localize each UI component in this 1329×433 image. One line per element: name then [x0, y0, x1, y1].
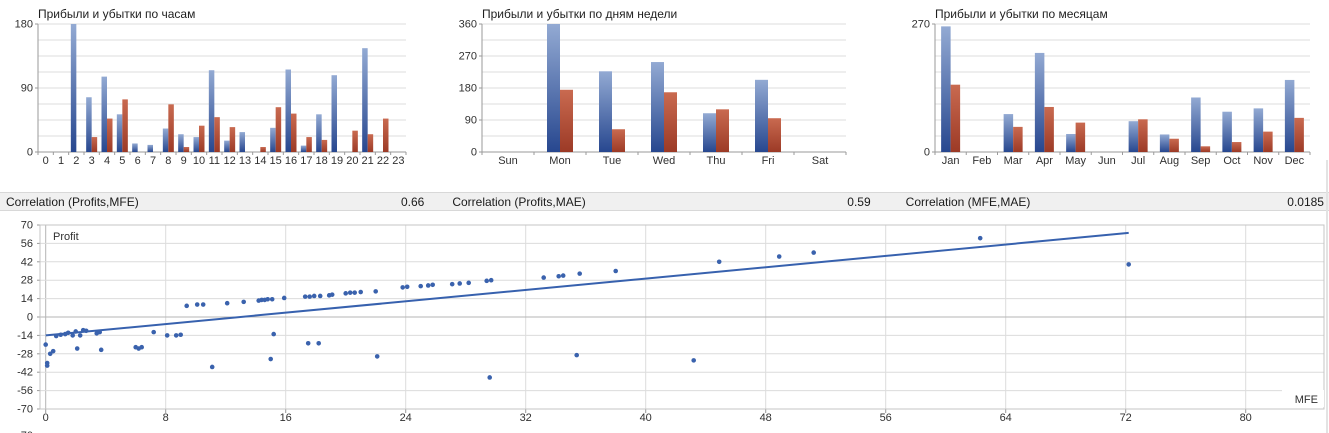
svg-text:Apr: Apr [1036, 155, 1053, 167]
svg-text:10: 10 [193, 155, 205, 167]
correlation-label: Correlation (MFE,MAE) [905, 194, 1031, 209]
svg-text:8: 8 [165, 155, 171, 167]
svg-text:9: 9 [181, 155, 187, 167]
svg-text:Wed: Wed [653, 155, 675, 167]
chart-title-months: Прибыли и убытки по месяцам [935, 7, 1108, 21]
svg-text:-56: -56 [17, 385, 33, 397]
svg-text:11: 11 [209, 155, 220, 167]
svg-text:270: 270 [912, 19, 930, 31]
svg-text:0: 0 [27, 147, 33, 159]
svg-text:Nov: Nov [1253, 155, 1273, 167]
svg-text:14: 14 [254, 155, 266, 167]
svg-text:Jul: Jul [1131, 155, 1145, 167]
svg-text:Dec: Dec [1285, 155, 1305, 167]
svg-text:270: 270 [459, 51, 477, 63]
svg-text:16: 16 [285, 155, 297, 167]
bar-chart-by-months: 0 270 Jan Feb Mar Apr May Jun Jul Aug Sep Oct Nov Dec [886, 0, 1329, 170]
svg-text:Aug: Aug [1160, 155, 1180, 167]
svg-text:180: 180 [15, 19, 33, 31]
svg-text:23: 23 [392, 155, 404, 167]
svg-text:90: 90 [465, 115, 477, 127]
svg-text:28: 28 [21, 275, 33, 287]
chart-title-hours: Прибыли и убытки по часам [38, 7, 196, 21]
svg-text:Mon: Mon [549, 155, 570, 167]
svg-text:0: 0 [43, 155, 49, 167]
svg-text:15: 15 [270, 155, 282, 167]
bar-chart-by-weekdays: 0 90 180 270 360 Sun Mon Tue Wed Thu Fri Sat [443, 0, 886, 170]
svg-text:8: 8 [163, 412, 169, 424]
svg-text:32: 32 [520, 412, 532, 424]
svg-text:80: 80 [1240, 412, 1252, 424]
svg-text:22: 22 [377, 155, 389, 167]
svg-text:5: 5 [119, 155, 125, 167]
correlation-label: Correlation (Profits,MFE) [6, 194, 139, 209]
svg-text:24: 24 [400, 412, 412, 424]
svg-text:Jan: Jan [942, 155, 960, 167]
svg-text:13: 13 [239, 155, 251, 167]
svg-text:May: May [1065, 155, 1086, 167]
svg-text:Tue: Tue [603, 155, 622, 167]
correlation-value: 0.0185 [1287, 194, 1324, 209]
bar-chart-by-hours: 0 90 180 0 1 2 3 4 5 6 7 8 9 10 11 12 13 14 15 16 17 18 19 20 21… [0, 0, 443, 170]
svg-text:0: 0 [43, 412, 49, 424]
svg-text:90: 90 [21, 83, 33, 95]
svg-text:0: 0 [27, 312, 33, 324]
svg-text:1: 1 [58, 155, 64, 167]
svg-text:180: 180 [459, 83, 477, 95]
svg-text:-14: -14 [17, 330, 33, 342]
svg-text:-42: -42 [17, 367, 33, 379]
svg-text:4: 4 [104, 155, 110, 167]
svg-text:16: 16 [280, 412, 292, 424]
svg-text:21: 21 [362, 155, 374, 167]
svg-text:42: 42 [21, 256, 33, 268]
svg-text:Sep: Sep [1191, 155, 1211, 167]
svg-text:0: 0 [471, 147, 477, 159]
svg-text:-70: -70 [17, 404, 33, 416]
correlation-mfe-mae: Correlation (MFE,MAE) 0.0185 [884, 195, 1329, 209]
svg-text:Profit: Profit [53, 231, 79, 243]
scatter-profit-vs-mfe: 0 8 16 24 32 40 48 56 64 72 80 70 56 42 28 14 0 -14 -28 -42… [0, 218, 1329, 433]
scrollbar-track[interactable] [1326, 160, 1328, 433]
svg-text:40: 40 [640, 412, 652, 424]
svg-text:Feb: Feb [972, 155, 991, 167]
correlation-profits-mae: Correlation (Profits,MAE) 0.59 [437, 195, 883, 209]
svg-text:70: 70 [21, 220, 33, 232]
svg-text:3: 3 [89, 155, 95, 167]
svg-text:Fri: Fri [762, 155, 775, 167]
svg-text:-28: -28 [17, 348, 33, 360]
svg-text:72: 72 [1120, 412, 1132, 424]
correlation-bar: Correlation (Profits,MFE) 0.66 Correlati… [0, 192, 1329, 211]
svg-text:12: 12 [224, 155, 236, 167]
correlation-value: 0.59 [847, 194, 871, 209]
chart-title-weekdays: Прибыли и убытки по дням недели [482, 7, 678, 21]
svg-text:2: 2 [73, 155, 79, 167]
svg-text:48: 48 [760, 412, 772, 424]
svg-text:19: 19 [331, 155, 343, 167]
correlation-value: 0.66 [400, 194, 425, 209]
svg-text:17: 17 [300, 155, 312, 167]
svg-text:Sun: Sun [498, 155, 518, 167]
correlation-label: Correlation (Profits,MAE) [452, 194, 586, 209]
svg-text:70: 70 [21, 430, 33, 433]
correlation-profits-mfe: Correlation (Profits,MFE) 0.66 [0, 195, 437, 209]
svg-text:56: 56 [880, 412, 892, 424]
svg-text:56: 56 [21, 238, 33, 250]
svg-text:18: 18 [316, 155, 328, 167]
svg-text:Mar: Mar [1004, 155, 1023, 167]
svg-text:Sat: Sat [812, 155, 829, 167]
svg-text:Thu: Thu [707, 155, 726, 167]
svg-text:0: 0 [924, 147, 930, 159]
svg-text:Oct: Oct [1223, 155, 1240, 167]
svg-text:Jun: Jun [1098, 155, 1116, 167]
svg-text:7: 7 [150, 155, 156, 167]
svg-text:6: 6 [135, 155, 141, 167]
svg-text:20: 20 [346, 155, 358, 167]
svg-text:14: 14 [21, 293, 33, 305]
svg-text:MFE: MFE [1295, 394, 1318, 406]
svg-text:64: 64 [1000, 412, 1012, 424]
svg-text:360: 360 [459, 19, 477, 31]
